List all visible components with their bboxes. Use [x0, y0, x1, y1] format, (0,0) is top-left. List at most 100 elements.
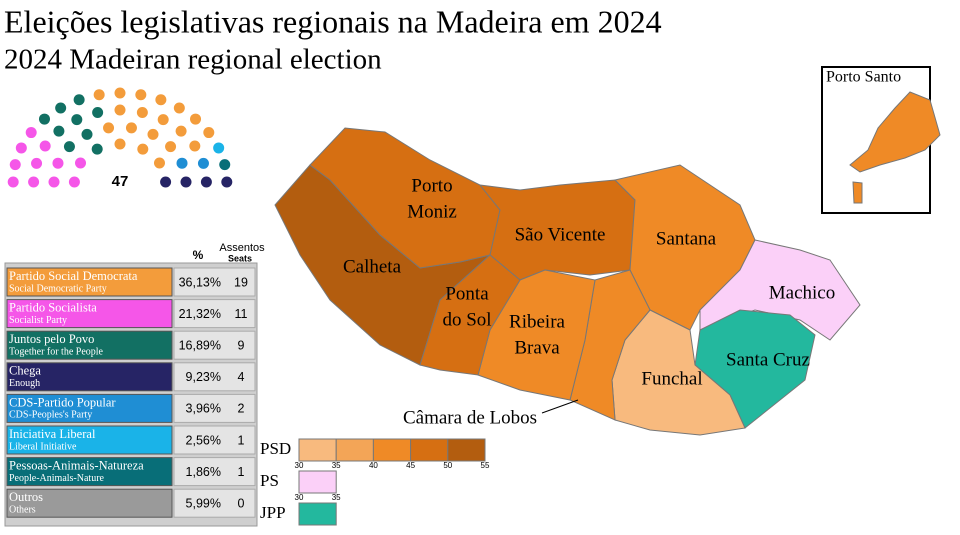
region-label: Calheta	[343, 256, 402, 277]
region-label: Santa Cruz	[726, 349, 810, 370]
seat	[160, 176, 172, 188]
seat	[197, 157, 209, 169]
value-cell	[173, 425, 256, 455]
total-seats: 47	[112, 173, 129, 190]
region-label: Ribeira	[509, 311, 565, 332]
legend-party: JPP	[260, 503, 286, 522]
seat	[114, 138, 126, 150]
party-cell	[6, 267, 173, 297]
party-name-en: CDS-Peoples's Party	[9, 410, 92, 421]
inset-label: Porto Santo	[826, 69, 901, 86]
party-name: Iniciativa Liberal	[9, 427, 96, 441]
seat	[9, 159, 21, 171]
seat	[136, 106, 148, 118]
seat	[52, 157, 64, 169]
seats: 11	[235, 307, 248, 321]
legend-tick: 35	[332, 493, 341, 502]
region-label: Câmara de Lobos	[403, 407, 537, 428]
party-name-en: Others	[9, 504, 36, 515]
seat	[157, 114, 169, 126]
legend-tick: 50	[443, 461, 452, 470]
region-label: do Sol	[442, 309, 491, 330]
seat	[53, 125, 65, 137]
seat	[219, 159, 231, 171]
seat	[203, 127, 215, 139]
legend-swatch	[372, 438, 412, 462]
party-cell	[6, 457, 173, 487]
percent: 9,23%	[186, 370, 221, 384]
party-name: Chega	[9, 364, 41, 378]
title: Eleições legislativas regionais na Madei…	[4, 3, 662, 39]
legend-tick: 40	[369, 461, 378, 470]
seat	[213, 142, 225, 154]
subtitle: 2024 Madeiran regional election	[4, 44, 382, 76]
value-cell	[173, 362, 256, 392]
seat	[38, 113, 50, 125]
seat	[68, 176, 80, 188]
legend-swatch	[335, 438, 374, 462]
seat	[7, 176, 19, 188]
map: Calheta Porto Moniz São Vicente Santana Machi…	[274, 66, 941, 436]
value-cell	[173, 488, 256, 518]
seat	[175, 125, 187, 137]
seat	[114, 87, 126, 99]
value-cell	[173, 267, 256, 297]
party-name-en: Enough	[9, 378, 40, 389]
party-name: Juntos pelo Povo	[9, 332, 94, 346]
seat	[176, 157, 188, 169]
seat	[48, 176, 60, 188]
seat	[200, 176, 212, 188]
party-cell	[6, 330, 173, 360]
header-percent: %	[193, 248, 204, 262]
percent: 36,13%	[179, 275, 221, 289]
seats: 9	[238, 338, 245, 352]
legend-swatch	[447, 438, 486, 462]
seat	[173, 102, 185, 114]
party-cell	[6, 299, 173, 329]
party-name-en: Together for the People	[9, 346, 104, 357]
party-name: CDS-Partido Popular	[9, 395, 116, 409]
legend-tick: 45	[406, 461, 415, 470]
region-label: Funchal	[641, 368, 702, 389]
seat	[114, 104, 126, 116]
legend-swatch	[298, 502, 337, 526]
inset-island	[849, 91, 941, 173]
value-cell	[173, 299, 256, 329]
seats: 4	[238, 370, 245, 384]
value-cell	[173, 330, 256, 360]
seat	[71, 114, 83, 126]
party-name-en: Socialist Party	[9, 315, 67, 326]
party-name: Outros	[9, 490, 43, 504]
percent: 21,32%	[179, 307, 221, 321]
region-label: Moniz	[407, 201, 457, 222]
party-name-en: Liberal Initiative	[9, 441, 77, 452]
seat	[39, 140, 51, 152]
region-label: Machico	[769, 282, 835, 303]
party-name: Pessoas-Animais-Natureza	[9, 458, 144, 472]
seat	[103, 122, 115, 134]
legend-swatch	[298, 470, 337, 494]
party-cell	[6, 393, 173, 423]
seat	[189, 140, 201, 152]
legend-tick: 35	[332, 461, 341, 470]
party-name: Partido Socialista	[9, 300, 97, 314]
seat	[135, 89, 147, 101]
seats: 0	[238, 496, 245, 510]
percent: 16,89%	[179, 338, 221, 352]
seats: 19	[234, 275, 248, 289]
seat	[91, 143, 103, 155]
seat	[153, 157, 165, 169]
seat	[55, 102, 67, 114]
seat	[155, 94, 167, 106]
seat	[63, 141, 75, 153]
region	[419, 254, 521, 376]
legend-swatch	[298, 438, 337, 462]
seat	[137, 143, 149, 155]
seat	[28, 176, 40, 188]
seat	[15, 142, 27, 154]
legend-party: PSD	[260, 439, 291, 458]
inset-islet	[852, 181, 863, 204]
party-cell	[6, 362, 173, 392]
